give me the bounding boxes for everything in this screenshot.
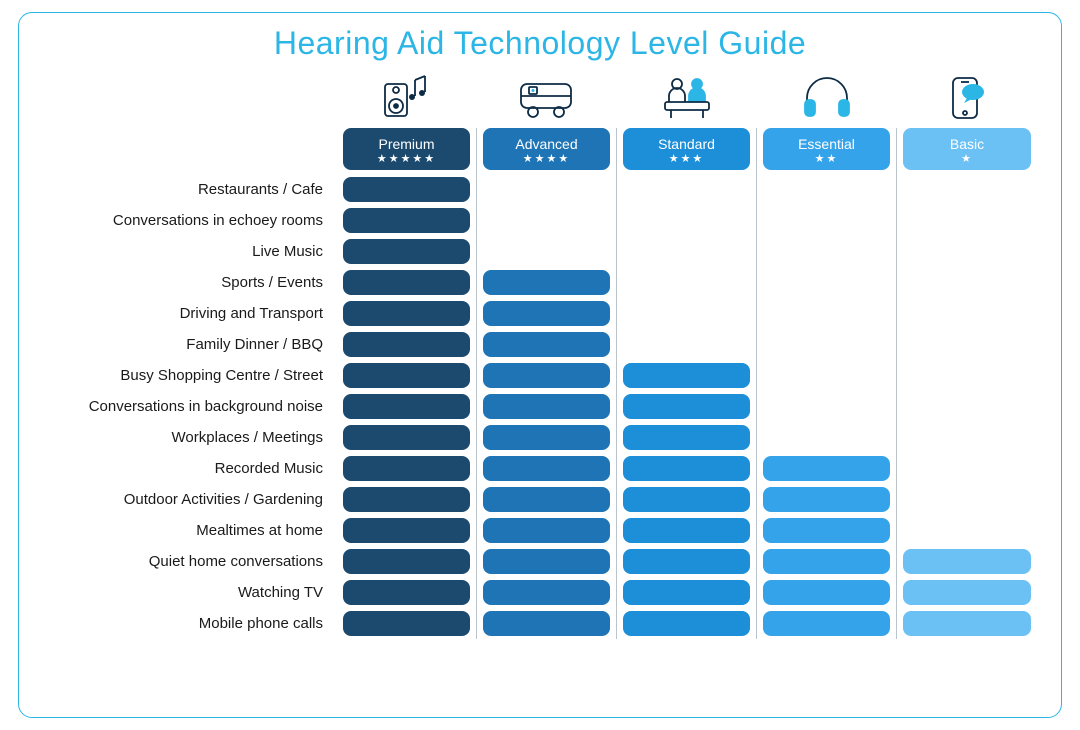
coverage-pill (343, 270, 470, 295)
tier-icon-standard (617, 64, 757, 128)
coverage-pill (343, 332, 470, 357)
coverage-pill (623, 363, 750, 388)
tier-header-basic: Basic ★ (903, 128, 1031, 170)
coverage-pill (483, 580, 610, 605)
scenario-label: Mealtimes at home (37, 515, 337, 546)
coverage-pill (623, 394, 750, 419)
scenario-label: Live Music (37, 236, 337, 267)
scenario-label: Conversations in background noise (37, 391, 337, 422)
coverage-pill (763, 456, 890, 481)
coverage-pill (343, 363, 470, 388)
coverage-pill (343, 394, 470, 419)
coverage-pill (623, 611, 750, 636)
coverage-pill (483, 270, 610, 295)
coverage-pill (623, 518, 750, 543)
coverage-pill (343, 487, 470, 512)
coverage-pill (483, 549, 610, 574)
scenario-label: Quiet home conversations (37, 546, 337, 577)
coverage-pill (763, 518, 890, 543)
scenario-label: Outdoor Activities / Gardening (37, 484, 337, 515)
coverage-pill (343, 518, 470, 543)
coverage-pill (483, 611, 610, 636)
coverage-pill (483, 301, 610, 326)
chart-grid: Premium★★★★★Advanced★★★★Standard★★★Essen… (37, 64, 1043, 639)
scenario-label: Workplaces / Meetings (37, 422, 337, 453)
tier-stars: ★★★★★ (377, 154, 436, 165)
coverage-pill (343, 580, 470, 605)
tier-icon-premium (337, 64, 477, 128)
scenario-label: Recorded Music (37, 453, 337, 484)
coverage-pill (343, 301, 470, 326)
coverage-pill (903, 611, 1031, 636)
scenario-label: Sports / Events (37, 267, 337, 298)
coverage-pill (343, 611, 470, 636)
tier-label: Advanced (515, 136, 577, 152)
coverage-pill (483, 394, 610, 419)
coverage-pill (483, 456, 610, 481)
coverage-pill (483, 425, 610, 450)
scenario-label: Busy Shopping Centre / Street (37, 360, 337, 391)
coverage-pill (623, 456, 750, 481)
coverage-pill (903, 580, 1031, 605)
chart-frame: Hearing Aid Technology Level Guide Premi… (18, 12, 1062, 718)
tier-stars: ★★★★ (523, 154, 570, 165)
coverage-pill (483, 332, 610, 357)
coverage-pill (343, 425, 470, 450)
coverage-pill (623, 487, 750, 512)
tier-stars: ★★ (815, 154, 839, 165)
tier-icon-advanced (477, 64, 617, 128)
coverage-pill (483, 363, 610, 388)
scenario-label: Conversations in echoey rooms (37, 205, 337, 236)
tier-icon-basic (897, 64, 1037, 128)
scenario-label: Family Dinner / BBQ (37, 329, 337, 360)
tier-label: Essential (798, 136, 855, 152)
tier-header-standard: Standard ★★★ (623, 128, 750, 170)
tier-icon-essential (757, 64, 897, 128)
coverage-pill (343, 456, 470, 481)
chart-title: Hearing Aid Technology Level Guide (37, 25, 1043, 62)
coverage-pill (763, 580, 890, 605)
coverage-pill (763, 549, 890, 574)
coverage-pill (343, 208, 470, 233)
tier-header-essential: Essential ★★ (763, 128, 890, 170)
scenario-label: Watching TV (37, 577, 337, 608)
coverage-pill (623, 425, 750, 450)
coverage-pill (763, 611, 890, 636)
coverage-pill (343, 549, 470, 574)
scenario-label: Restaurants / Cafe (37, 174, 337, 205)
tier-stars: ★★★ (669, 154, 705, 165)
coverage-pill (763, 487, 890, 512)
tier-header-premium: Premium ★★★★★ (343, 128, 470, 170)
coverage-pill (623, 580, 750, 605)
coverage-pill (483, 487, 610, 512)
coverage-pill (343, 239, 470, 264)
scenario-label: Mobile phone calls (37, 608, 337, 639)
tier-stars: ★ (961, 154, 973, 165)
coverage-pill (903, 549, 1031, 574)
coverage-pill (483, 518, 610, 543)
tier-label: Basic (950, 136, 984, 152)
tier-label: Premium (378, 136, 434, 152)
coverage-pill (343, 177, 470, 202)
coverage-pill (623, 549, 750, 574)
tier-header-advanced: Advanced ★★★★ (483, 128, 610, 170)
tier-label: Standard (658, 136, 715, 152)
scenario-label: Driving and Transport (37, 298, 337, 329)
